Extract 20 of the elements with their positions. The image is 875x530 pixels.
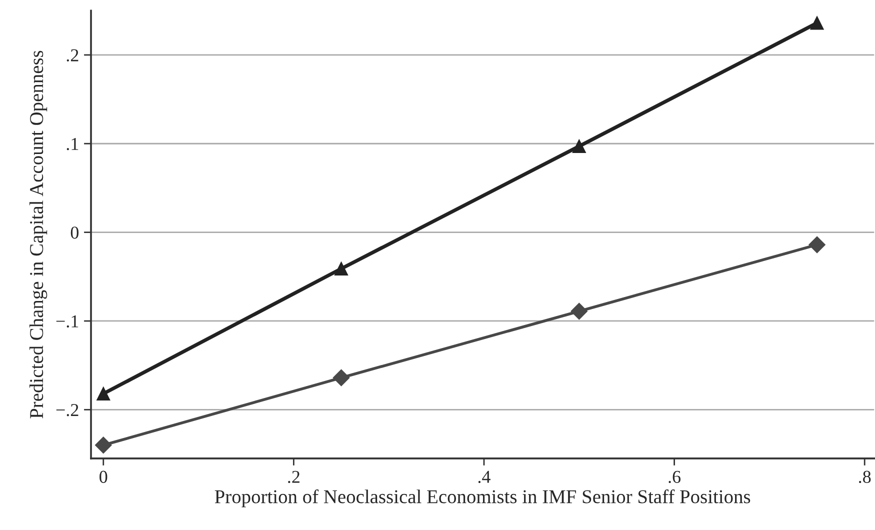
y-tick-label: −.1 — [56, 315, 78, 328]
x-tick-label: .4 — [478, 470, 490, 484]
point — [810, 16, 824, 30]
y-tick-label: 0 — [70, 226, 79, 239]
point — [94, 436, 112, 454]
point — [96, 386, 110, 400]
point — [570, 302, 588, 320]
x-axis-title: Proportion of Neoclassical Economists in IMF Senior Staff Positions — [214, 489, 750, 508]
x-tick-label: .6 — [668, 470, 681, 484]
y-axis-title: Predicted Change in Capital Account Openness — [29, 50, 48, 418]
point — [808, 236, 826, 254]
point — [572, 140, 586, 154]
y-tick-label: .1 — [66, 138, 78, 150]
x-tick-label: .8 — [859, 470, 871, 484]
x-tick-label: 0 — [100, 470, 108, 483]
point — [334, 262, 348, 276]
y-tick-label: −.2 — [56, 404, 78, 416]
y-tick-label: .2 — [66, 49, 78, 62]
x-tick-label: .2 — [288, 470, 300, 484]
point — [332, 369, 350, 386]
